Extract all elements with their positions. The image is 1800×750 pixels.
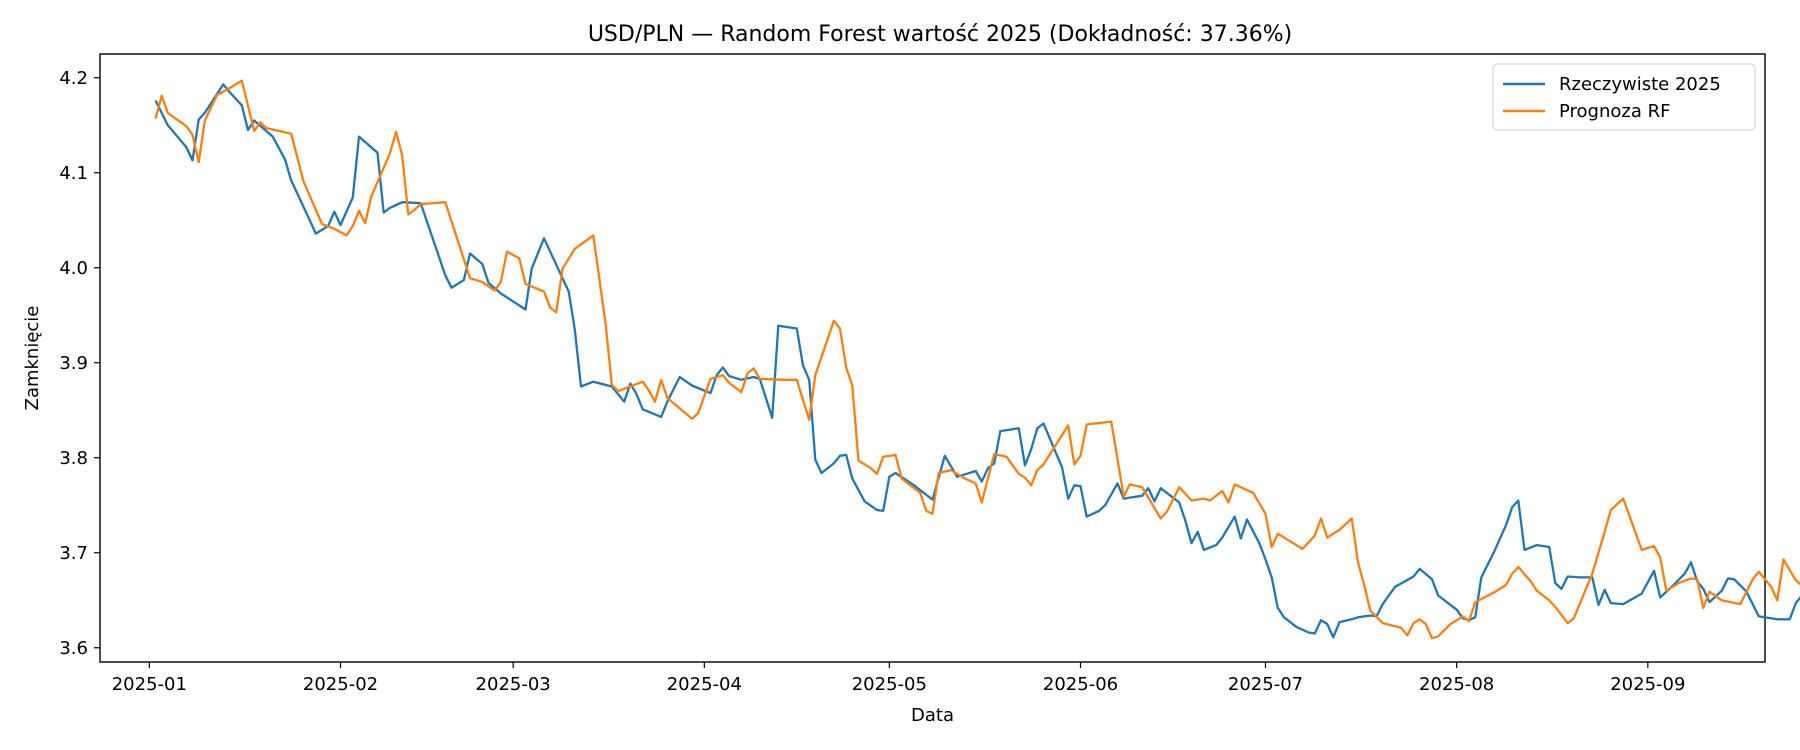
legend: Rzeczywiste 2025 Prognoza RF: [1492, 63, 1756, 131]
x-tick-label: 2025-02: [303, 674, 378, 695]
y-tick-label: 4.1: [59, 163, 88, 184]
y-tick-label: 3.7: [59, 543, 88, 564]
y-tick-label: 3.8: [59, 448, 88, 469]
x-tick-label: 2025-03: [476, 674, 551, 695]
series-layer: [154, 79, 1800, 640]
x-tick-label: 2025-06: [1043, 674, 1118, 695]
y-axis-ticks: 3.6 3.7 3.8 3.9 4.0 4.1 4.2: [59, 68, 100, 659]
y-axis-label: Zamknięcie: [22, 306, 43, 411]
chart-title: USD/PLN — Random Forest wartość 2025 (Do…: [588, 22, 1292, 47]
x-tick-label: 2025-08: [1419, 674, 1494, 695]
x-tick-label: 2025-07: [1228, 674, 1303, 695]
y-tick-label: 3.9: [59, 353, 88, 374]
legend-label: Rzeczywiste 2025: [1559, 74, 1721, 95]
series-line-1: [154, 83, 1800, 639]
legend-box: [1492, 63, 1756, 131]
y-tick-label: 3.6: [59, 638, 88, 659]
x-tick-label: 2025-01: [112, 674, 187, 695]
x-tick-label: 2025-04: [667, 674, 742, 695]
x-tick-label: 2025-09: [1610, 674, 1685, 695]
x-axis-label: Data: [911, 705, 954, 726]
x-tick-label: 2025-05: [852, 674, 927, 695]
legend-label: Prognoza RF: [1559, 101, 1670, 122]
plot-area: 2025-01 2025-02 2025-03 2025-04 2025-05 2025-…: [59, 53, 1800, 695]
x-axis-ticks: 2025-01 2025-02 2025-03 2025-04 2025-05 2025-…: [112, 662, 1685, 695]
y-tick-label: 4.2: [59, 68, 88, 89]
series-line-2: [154, 79, 1800, 640]
plot-frame: [99, 53, 1766, 663]
legend-items: Rzeczywiste 2025 Prognoza RF: [1503, 74, 1721, 122]
y-tick-label: 4.0: [59, 258, 88, 279]
